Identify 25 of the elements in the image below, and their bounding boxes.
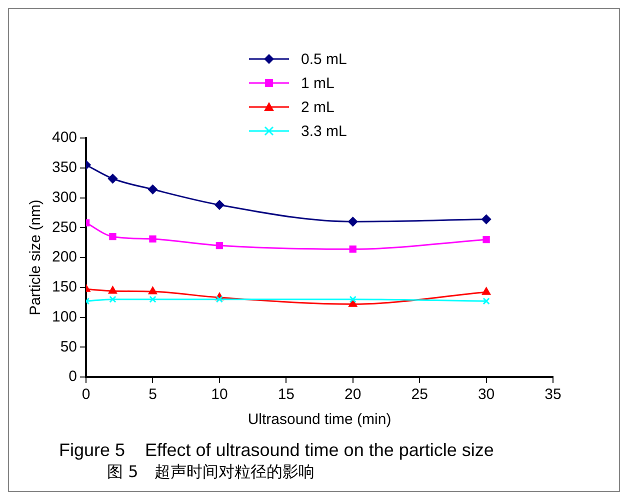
- y-tick-label: 300: [52, 188, 78, 206]
- legend-label: 3.3 mL: [301, 122, 347, 140]
- x-tick-label: 10: [211, 386, 228, 404]
- x-tick-label: 35: [544, 386, 562, 404]
- y-tick-label: 100: [52, 308, 78, 326]
- x-tick-label: 15: [278, 386, 294, 404]
- y-tick-label: 0: [68, 368, 78, 386]
- text: Figure 5 Effect of ultrasound time on the particle size: [59, 439, 494, 461]
- y-tick-label: 150: [52, 278, 78, 296]
- legend-label: 2 mL: [301, 98, 334, 116]
- text: 图 5 超声时间对粒径的影响: [106, 461, 316, 483]
- y-tick-label: 400: [52, 129, 78, 146]
- x-tick-label: 0: [82, 386, 90, 404]
- y-tick-label: 350: [52, 159, 78, 176]
- x-tick-label: 20: [344, 386, 362, 404]
- x-axis-title: Ultrasound time (min): [248, 411, 392, 428]
- legend-label: 0.5 mL: [301, 50, 347, 68]
- legend-label: 1 mL: [301, 74, 334, 92]
- y-tick-label: 250: [52, 218, 78, 236]
- x-tick-label: 30: [478, 386, 495, 404]
- x-tick-label: 5: [148, 386, 157, 404]
- x-tick-label: 25: [411, 386, 428, 404]
- y-tick-label: 200: [52, 248, 78, 266]
- y-tick-label: 50: [60, 338, 78, 356]
- y-axis-title: Particle size (nm): [27, 200, 44, 316]
